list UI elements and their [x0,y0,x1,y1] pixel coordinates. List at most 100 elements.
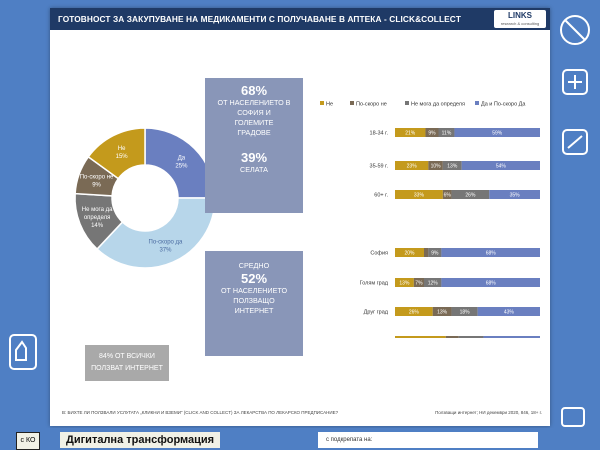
bar-value-label: 26% [465,193,476,199]
bar-segment [424,278,442,287]
stat-line: ГОЛЕМИТЕ [234,118,274,127]
stat-line: ИНТЕРНЕТ [234,306,274,315]
bar-value-label: 26% [409,310,420,316]
bar-value-label: 9% [428,131,436,137]
thumbs-up-icon [9,334,37,370]
bar-segment [428,248,442,257]
bar-row-label: Друг град [364,310,389,316]
legend-label: По-скоро не [356,102,387,108]
legend-label: Не [326,102,333,108]
bar-segment [395,248,424,257]
bar-segment [441,278,540,287]
bottom-logo: с КО [16,432,40,450]
bar-row-label: София [370,251,388,257]
stat-box-average: СРЕДНО 52% ОТ НАСЕЛЕНИЕТО ПОЛЗВАЩО ИНТЕР… [205,251,303,356]
stacked-bar-chart: Не По-скоро не Не мога да определя Да и По-… [320,101,540,338]
internet-line: 84% ОТ ВСИЧКИ [99,353,155,360]
lightbulb-icon [560,15,590,45]
slide-title: ГОТОВНОСТ ЗА ЗАКУПУВАНЕ НА МЕДИКАМЕНТИ С… [50,8,550,30]
legend-label: Не мога да определя [411,102,465,108]
donut-label: По-скоро да 37% [149,239,184,253]
bar-segment [413,278,424,287]
bar-value-label: 33% [414,193,425,199]
bar-segment [424,248,429,257]
bar-segment [442,161,462,170]
bar-segment [445,336,459,338]
bar-segment [461,161,540,170]
bar-value-label: 23% [407,164,418,170]
stat-box-cities-villages: 68% ОТ НАСЕЛЕНИЕТО В СОФИЯ И ГОЛЕМИТЕ ГР… [205,78,303,213]
bar-value-label: 13% [399,281,410,287]
bar-segment [477,307,540,316]
bar-segment [458,336,484,338]
bottom-title: Дигитална трансформация [60,432,221,448]
bar-row-label: Голям град [360,281,389,287]
bar-value-label: 35% [510,193,521,199]
question-footnote: В: БИХТЕ ЛИ ПОЛЗВАЛИ УСЛУГАТА „КЛИКНИ И … [62,410,339,415]
stat-line: СРЕДНО [238,261,270,270]
bar-segment [489,190,540,199]
bar-segment [395,307,433,316]
bar-segment [483,336,540,338]
bar-segment [441,248,540,257]
legend-entry: По-скоро не [350,101,387,108]
legend-entry: Не мога да определя [405,101,465,108]
bar-segment [395,190,443,199]
stat-line: СЕЛАТА [240,165,268,174]
legend-entry: Не [320,101,333,108]
bar-segment [438,128,455,137]
legend-entry: Да и По-скоро Да [475,101,526,108]
stat-pct-average: 52% [240,271,268,286]
donut-label: Да 25% [175,156,188,170]
bar-value-label: 13% [437,310,448,316]
bar-segment [451,190,490,199]
bar-segment [428,161,443,170]
pill-icon [562,129,588,155]
bar-segment [442,190,452,199]
donut-label: По-скоро не 9% [80,175,114,189]
donut-slice [87,127,146,180]
medical-plus-icon [562,69,588,95]
bar-row-label: 60+ г. [374,193,388,199]
stat-line: ОТ НАСЕЛЕНИЕТО В [217,98,291,107]
donut-chart: Да 25% По-скоро да 37% Не мога да определя 14%… [74,127,216,269]
stat-pct-cities: 68% [240,83,268,98]
donut-label: Не мога да определя 14% [82,207,113,229]
bar-value-label: 9% [431,251,439,257]
bar-value-label: 54% [496,164,507,170]
logo-main-text: LINKS [508,11,532,20]
bar-value-label: 21% [405,131,416,137]
bar-segment [454,128,540,137]
bar-segment [395,128,426,137]
bar-value-label: 7% [415,281,423,287]
bar-value-label: 6% [444,193,452,199]
donut-label: Не 15% [116,146,129,160]
bar-value-label: 59% [492,131,503,137]
stat-line: ОТ НАСЕЛЕНИЕТО [220,286,288,295]
legend-label: Да и По-скоро Да [481,102,526,108]
bar-value-label: 12% [428,281,439,287]
bar-segment [395,161,429,170]
bar-value-label: 11% [442,131,452,137]
bar-value-label: 18% [460,310,471,316]
bar-segment [395,278,414,287]
internet-line: ПОЛЗВАТ ИНТЕРНЕТ [91,365,163,372]
bottle-icon [561,407,585,427]
donut-slice [96,197,216,269]
bar-row-label: 18-34 г. [370,131,389,137]
bar-value-label: 43% [504,310,515,316]
bar-value-label: 68% [486,251,497,257]
bar-segment [425,128,439,137]
bar-segment [432,307,452,316]
internet-users-box: 84% ОТ ВСИЧКИ ПОЛЗВАТ ИНТЕРНЕТ [85,345,169,381]
bar-value-label: 68% [486,281,497,287]
links-logo: LINKS research & consulting [494,10,546,28]
bar-value-label: 20% [404,251,415,257]
slide: ГОТОВНОСТ ЗА ЗАКУПУВАНЕ НА МЕДИКАМЕНТИ С… [50,8,550,426]
bar-segment [395,336,446,338]
stat-line: СОФИЯ И [237,108,271,117]
bar-value-label: 10% [431,164,442,170]
stat-line: ГРАДОВЕ [237,128,271,137]
stat-line: ПОЛЗВАЩО [233,296,275,305]
